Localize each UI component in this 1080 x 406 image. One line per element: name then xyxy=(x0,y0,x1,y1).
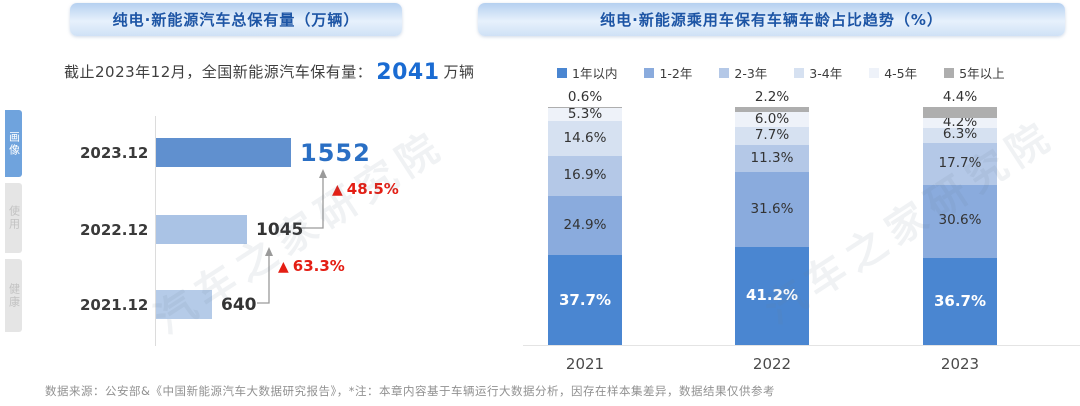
chart-legend: 1年以内 1-2年 2-3年 3-4年 4-5年 5年以上 xyxy=(557,63,1005,82)
vehicle-age-chart: 1年以内 1-2年 2-3年 3-4年 4-5年 5年以上 37.7% 24.9% 16.9%… xyxy=(515,55,1080,395)
left-chart-title: 纯电·新能源汽车总保有量（万辆） xyxy=(70,3,402,36)
up-triangle-icon: ▲ xyxy=(332,182,343,198)
top-segment-value-label: 0.6% xyxy=(567,89,603,105)
subtitle-prefix: 截止2023年12月，全国新能源汽车保有量： xyxy=(64,63,373,81)
left-chart-subtitle: 截止2023年12月，全国新能源汽车保有量： 2041 万辆 xyxy=(64,60,475,85)
up-triangle-icon: ▲ xyxy=(278,259,289,275)
segment-value-label: 4.2% xyxy=(942,113,978,130)
tab-jiankang[interactable]: 健康 xyxy=(5,259,22,332)
segment-4-5年: 6.0% xyxy=(735,110,809,127)
total-value: 2041 xyxy=(376,60,440,85)
bar-value-label: 1045 xyxy=(256,219,304,240)
year-label-2021: 2021 xyxy=(565,355,605,373)
stacked-column-2022: 41.2% 31.6% 11.3% 7.7% 6.0% 2.2% xyxy=(735,89,809,345)
segment-value-label: 5.3% xyxy=(567,106,603,122)
year-label-2023: 2023 xyxy=(940,355,980,373)
bar-row-2021.12: 2021.12 640 xyxy=(80,290,257,319)
bar-2023.12 xyxy=(156,138,291,167)
side-tabs: 画像 使用 健康 xyxy=(5,110,22,338)
tab-shiyong[interactable]: 使用 xyxy=(5,183,22,253)
segment-value-label: 41.2% xyxy=(745,286,799,305)
legend-swatch-icon xyxy=(644,67,655,78)
segment-1-2年: 30.6% xyxy=(923,184,997,258)
segment-5年以上 xyxy=(923,107,997,118)
growth-badge: ▲ 63.3% xyxy=(278,257,345,275)
segment-value-label: 7.7% xyxy=(754,126,790,143)
growth-badge: ▲ 48.5% xyxy=(332,180,399,198)
segment-5年以上 xyxy=(548,107,622,109)
bar-2022.12 xyxy=(156,215,247,244)
segment-5年以上 xyxy=(735,107,809,113)
tab-huaxiang[interactable]: 画像 xyxy=(5,110,22,177)
segment-3-4年: 14.6% xyxy=(548,121,622,156)
segment-1年以内: 36.7% xyxy=(923,257,997,345)
segment-1-2年: 31.6% xyxy=(735,171,809,247)
bar-category-label: 2023.12 xyxy=(80,143,149,162)
legend-item-5年以上: 5年以上 xyxy=(944,63,1005,82)
subtitle-suffix: 万辆 xyxy=(443,63,475,81)
segment-value-label: 37.7% xyxy=(558,290,612,309)
legend-item-3-4年: 3-4年 xyxy=(794,63,842,82)
right-chart-title: 纯电·新能源乘用车保有车辆车龄占比趋势（%） xyxy=(478,3,1065,36)
bar-value-label: 640 xyxy=(221,294,257,315)
bar-value-label: 1552 xyxy=(300,138,371,167)
stacked-column-2023: 36.7% 30.6% 17.7% 6.3% 4.2% 4.4% xyxy=(923,89,997,345)
segment-value-label: 30.6% xyxy=(938,212,982,229)
segment-3-4年: 7.7% xyxy=(735,126,809,145)
legend-item-4-5年: 4-5年 xyxy=(869,63,917,82)
legend-item-1-2年: 1-2年 xyxy=(644,63,692,82)
total-ownership-chart: 2023.12 1552 2022.12 1045 2021.12 640 ▲ 48.5% ▲ 6… xyxy=(80,110,510,360)
segment-1年以内: 37.7% xyxy=(548,255,622,345)
legend-swatch-icon xyxy=(557,67,567,78)
legend-swatch-icon xyxy=(719,67,730,78)
stacked-column-2021: 37.7% 24.9% 16.9% 14.6% 5.3% 0.6% xyxy=(548,89,622,345)
legend-item-1年以内: 1年以内 xyxy=(557,63,617,82)
segment-1年以内: 41.2% xyxy=(735,246,809,345)
segment-4-5年: 4.2% xyxy=(923,113,997,130)
segment-value-label: 24.9% xyxy=(563,216,607,233)
segment-4-5年: 5.3% xyxy=(548,106,622,122)
bar-2021.12 xyxy=(156,290,212,319)
legend-swatch-icon xyxy=(869,67,880,78)
segment-value-label: 16.9% xyxy=(563,167,607,184)
legend-swatch-icon xyxy=(794,67,805,78)
year-label-2022: 2022 xyxy=(752,355,792,373)
left-chart-axis xyxy=(155,116,156,346)
x-axis-line xyxy=(523,345,1080,346)
segment-value-label: 6.3% xyxy=(942,126,978,143)
bar-row-2023.12: 2023.12 1552 xyxy=(80,138,371,167)
segment-2-3年: 11.3% xyxy=(735,144,809,172)
bar-row-2022.12: 2022.12 1045 xyxy=(80,215,303,244)
bar-category-label: 2022.12 xyxy=(80,220,149,239)
bar-category-label: 2021.12 xyxy=(80,295,149,314)
segment-value-label: 31.6% xyxy=(750,200,794,217)
segment-value-label: 17.7% xyxy=(938,155,982,171)
segment-2-3年: 16.9% xyxy=(548,155,622,197)
top-segment-value-label: 4.4% xyxy=(942,89,978,106)
segment-value-label: 36.7% xyxy=(933,291,987,310)
segment-1-2年: 24.9% xyxy=(548,196,622,256)
legend-item-2-3年: 2-3年 xyxy=(719,63,767,82)
segment-value-label: 11.3% xyxy=(750,149,794,166)
source-note: 数据来源：公安部&《中国新能源汽车大数据研究报告》，*注：本章内容基于车辆运行大… xyxy=(45,384,775,398)
segment-3-4年: 6.3% xyxy=(923,126,997,143)
segment-2-3年: 17.7% xyxy=(923,142,997,185)
segment-value-label: 6.0% xyxy=(754,110,790,127)
legend-swatch-icon xyxy=(944,67,955,78)
segment-value-label: 14.6% xyxy=(563,129,607,146)
top-segment-value-label: 2.2% xyxy=(754,89,790,105)
